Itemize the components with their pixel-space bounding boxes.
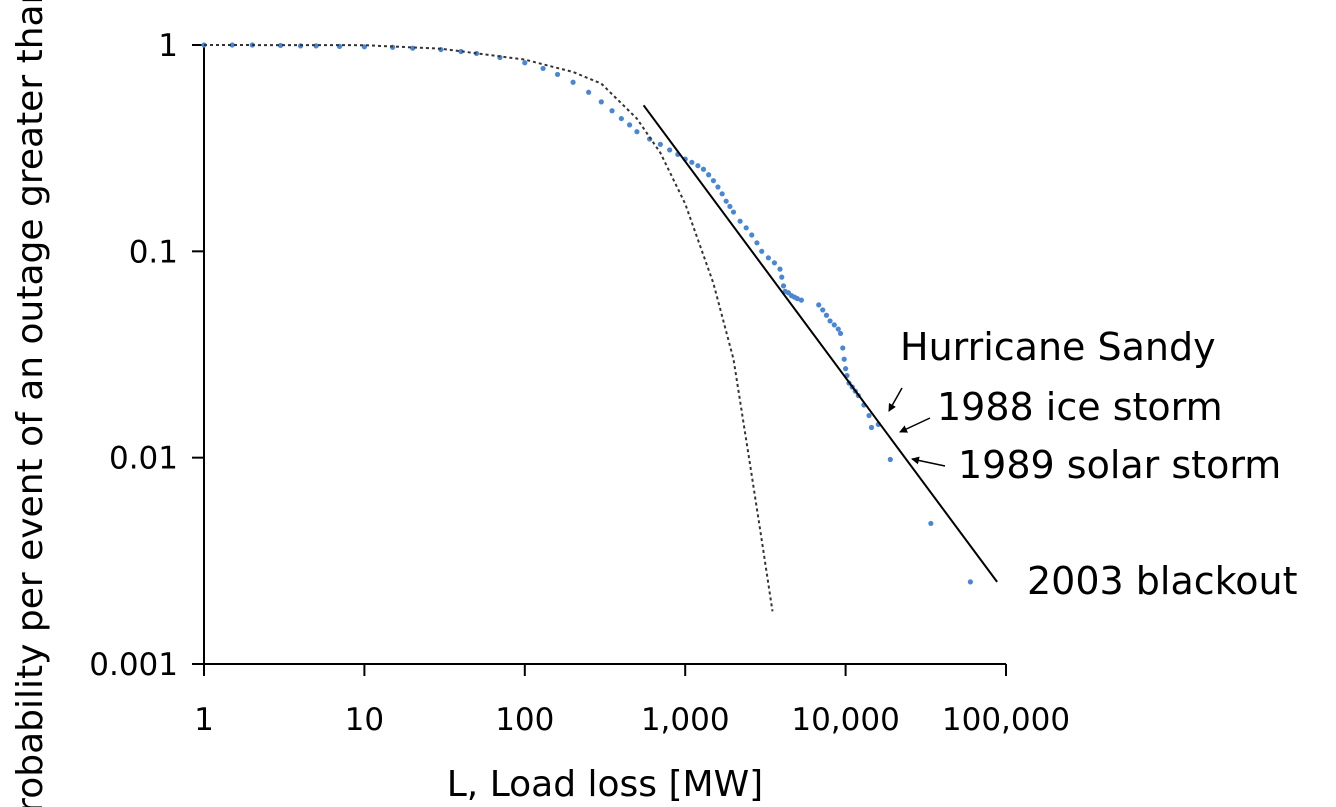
data-point	[887, 456, 893, 463]
x-tick-label: 1	[194, 702, 214, 738]
x-ticks: 1 10 100 1,000 10,000 100,000	[194, 664, 1070, 738]
data-point	[700, 166, 707, 172]
x-tick-label: 100	[495, 702, 554, 738]
data-point	[719, 191, 725, 197]
data-point	[866, 412, 872, 419]
data-point	[361, 44, 367, 50]
data-point	[618, 115, 624, 122]
y-tick-label: 0.001	[89, 647, 178, 683]
data-point	[727, 203, 733, 210]
data-point	[458, 48, 464, 55]
data-point	[695, 163, 701, 169]
data-point	[780, 283, 787, 289]
x-tick-label: 100,000	[942, 702, 1070, 738]
data-point	[837, 330, 844, 337]
annotation-arrow	[888, 387, 903, 412]
data-point	[609, 108, 615, 114]
data-point	[229, 42, 235, 48]
y-ticks: 1 0.1 0.01 0.001	[89, 28, 204, 683]
data-point	[777, 266, 783, 272]
data-point	[754, 240, 760, 246]
annotation-label: 2003 blackout	[1027, 559, 1298, 603]
data-point	[841, 356, 847, 362]
dotted-fit-curve	[203, 44, 774, 612]
x-tick-label: 1,000	[641, 702, 730, 738]
data-point	[554, 71, 561, 78]
annotation-arrow	[899, 417, 931, 433]
y-axis-title: Probability per event of an outage great…	[10, 0, 51, 807]
data-point	[743, 225, 749, 231]
annotation-arrow	[911, 456, 946, 467]
data-point	[798, 297, 804, 303]
data-point	[928, 520, 934, 527]
data-point	[540, 65, 546, 72]
data-point	[522, 60, 528, 66]
data-point	[816, 302, 822, 308]
y-tick-label: 0.01	[109, 441, 178, 477]
data-point	[598, 99, 604, 105]
data-point	[706, 172, 712, 178]
data-point	[710, 178, 717, 184]
data-point	[634, 129, 640, 135]
x-axis-title: L, Load loss [MW]	[447, 764, 763, 805]
data-point	[868, 424, 875, 431]
data-point	[586, 89, 592, 95]
data-point	[840, 345, 846, 351]
data-point	[730, 209, 737, 215]
data-point	[749, 232, 755, 238]
data-point	[831, 322, 837, 328]
annotation-layer: Hurricane Sandy 1988 ice storm 1989 solar …	[888, 325, 1298, 603]
x-tick-label: 10	[345, 702, 384, 738]
x-tick-label: 10,000	[791, 702, 899, 738]
annotation-label: Hurricane Sandy	[900, 325, 1216, 369]
series-layer	[201, 42, 998, 612]
data-point	[843, 366, 849, 372]
power-law-fit-line	[642, 104, 998, 583]
data-point	[689, 159, 695, 165]
data-point	[723, 198, 729, 204]
data-point	[715, 184, 721, 190]
data-point	[765, 255, 771, 261]
data-point	[779, 274, 785, 280]
data-point	[626, 122, 633, 128]
data-point	[667, 147, 673, 153]
data-point	[771, 260, 778, 266]
data-point	[794, 296, 800, 302]
data-point	[823, 312, 830, 318]
y-tick-label: 1	[158, 28, 178, 64]
data-point	[835, 326, 841, 332]
axes	[203, 45, 1006, 665]
data-point	[657, 141, 663, 147]
data-point	[827, 318, 833, 324]
data-point	[820, 307, 826, 313]
data-point	[737, 218, 743, 224]
annotation-label: 1989 solar storm	[958, 443, 1281, 487]
data-point	[570, 79, 576, 85]
y-tick-label: 0.1	[129, 234, 178, 270]
data-point	[277, 42, 284, 49]
annotation-label: 1988 ice storm	[937, 385, 1223, 429]
data-point	[759, 248, 765, 254]
data-point	[967, 579, 974, 585]
